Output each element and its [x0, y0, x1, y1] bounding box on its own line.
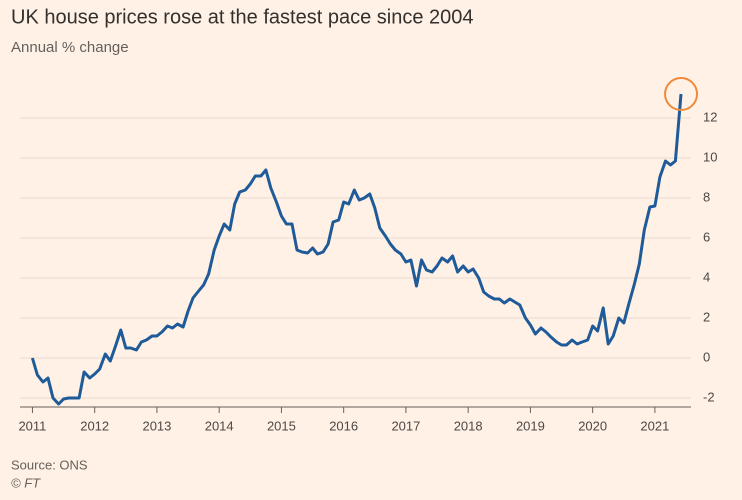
highlight-circle — [664, 77, 699, 111]
x-tick-label: 2017 — [391, 418, 420, 433]
chart-title: UK house prices rose at the fastest pace… — [11, 6, 474, 28]
x-tick-label: 2020 — [578, 418, 607, 433]
credit: © FT — [11, 475, 41, 490]
source: Source: ONS — [11, 457, 88, 472]
y-tick-label: 10 — [703, 149, 717, 164]
y-tick-label: 12 — [703, 109, 717, 124]
chart-subtitle: Annual % change — [11, 39, 129, 56]
y-tick-label: -2 — [703, 389, 715, 404]
y-tick-label: 4 — [703, 269, 710, 284]
x-tick-label: 2016 — [329, 418, 358, 433]
y-tick-label: 0 — [703, 349, 710, 364]
x-tick-label: 2013 — [142, 418, 171, 433]
x-tick-label: 2011 — [18, 418, 46, 433]
x-tick-label: 2014 — [205, 418, 234, 433]
y-tick-label: 6 — [703, 229, 710, 244]
x-tick-label: 2015 — [267, 418, 296, 433]
y-tick-label: 2 — [703, 309, 710, 324]
x-tick-label: 2012 — [80, 418, 109, 433]
x-tick-label: 2019 — [516, 418, 545, 433]
y-tick-label: 8 — [703, 189, 710, 204]
x-tick-label: 2021 — [640, 418, 669, 433]
line — [30, 93, 683, 406]
x-tick-label: 2018 — [454, 418, 483, 433]
